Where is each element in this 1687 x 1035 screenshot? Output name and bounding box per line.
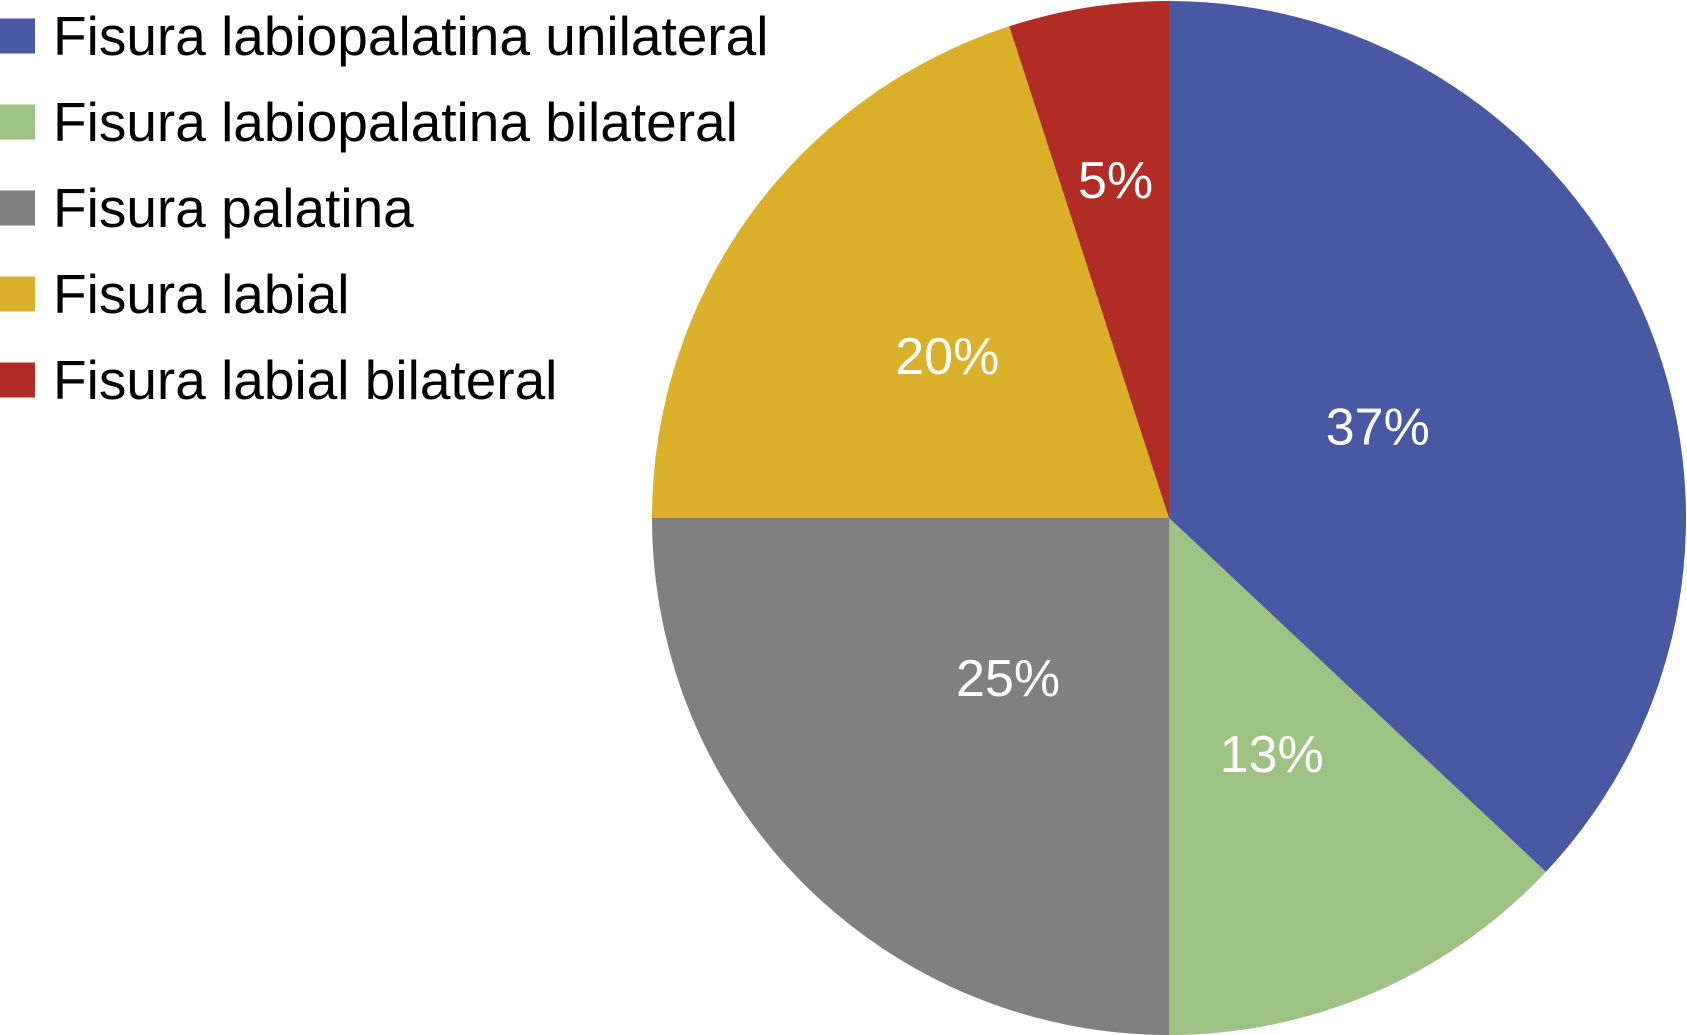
pie-slice-fisura-labial-bilateral [1009, 1, 1169, 518]
pie-slice-fisura-labial [651, 26, 1169, 519]
pie-slice-labels: 37% 13% 25% 20% 5% [895, 152, 1430, 784]
slice-value-label: 5% [1078, 152, 1153, 210]
legend-label-fisura-labial-bilateral: Fisura labial bilateral [53, 349, 557, 411]
slice-value-label: 37% [1326, 399, 1430, 457]
legend-swatch-fisura-labiopalatina-bilateral [0, 104, 35, 140]
legend-swatch-fisura-labiopalatina-unilateral [0, 18, 35, 54]
pie-slices [651, 1, 1687, 1035]
legend-swatch-fisura-palatina [0, 190, 35, 226]
legend: Fisura labiopalatina unilateral Fisura la… [0, 5, 768, 411]
slice-value-label: 25% [956, 650, 1060, 708]
legend-label-fisura-labial: Fisura labial [53, 263, 350, 325]
pie-slice-fisura-labiopalatina-bilateral [1169, 518, 1546, 1035]
slice-value-label: 20% [895, 328, 999, 386]
legend-label-fisura-palatina: Fisura palatina [53, 177, 414, 239]
slice-value-label: 13% [1220, 726, 1324, 784]
pie-slice-fisura-palatina [652, 518, 1169, 1035]
legend-swatch-fisura-labial-bilateral [0, 362, 35, 398]
pie-slice-fisura-labiopalatina-unilateral [1169, 1, 1687, 872]
legend-label-fisura-labiopalatina-unilateral: Fisura labiopalatina unilateral [53, 5, 768, 67]
legend-label-fisura-labiopalatina-bilateral: Fisura labiopalatina bilateral [53, 91, 738, 153]
legend-swatch-fisura-labial [0, 276, 35, 312]
